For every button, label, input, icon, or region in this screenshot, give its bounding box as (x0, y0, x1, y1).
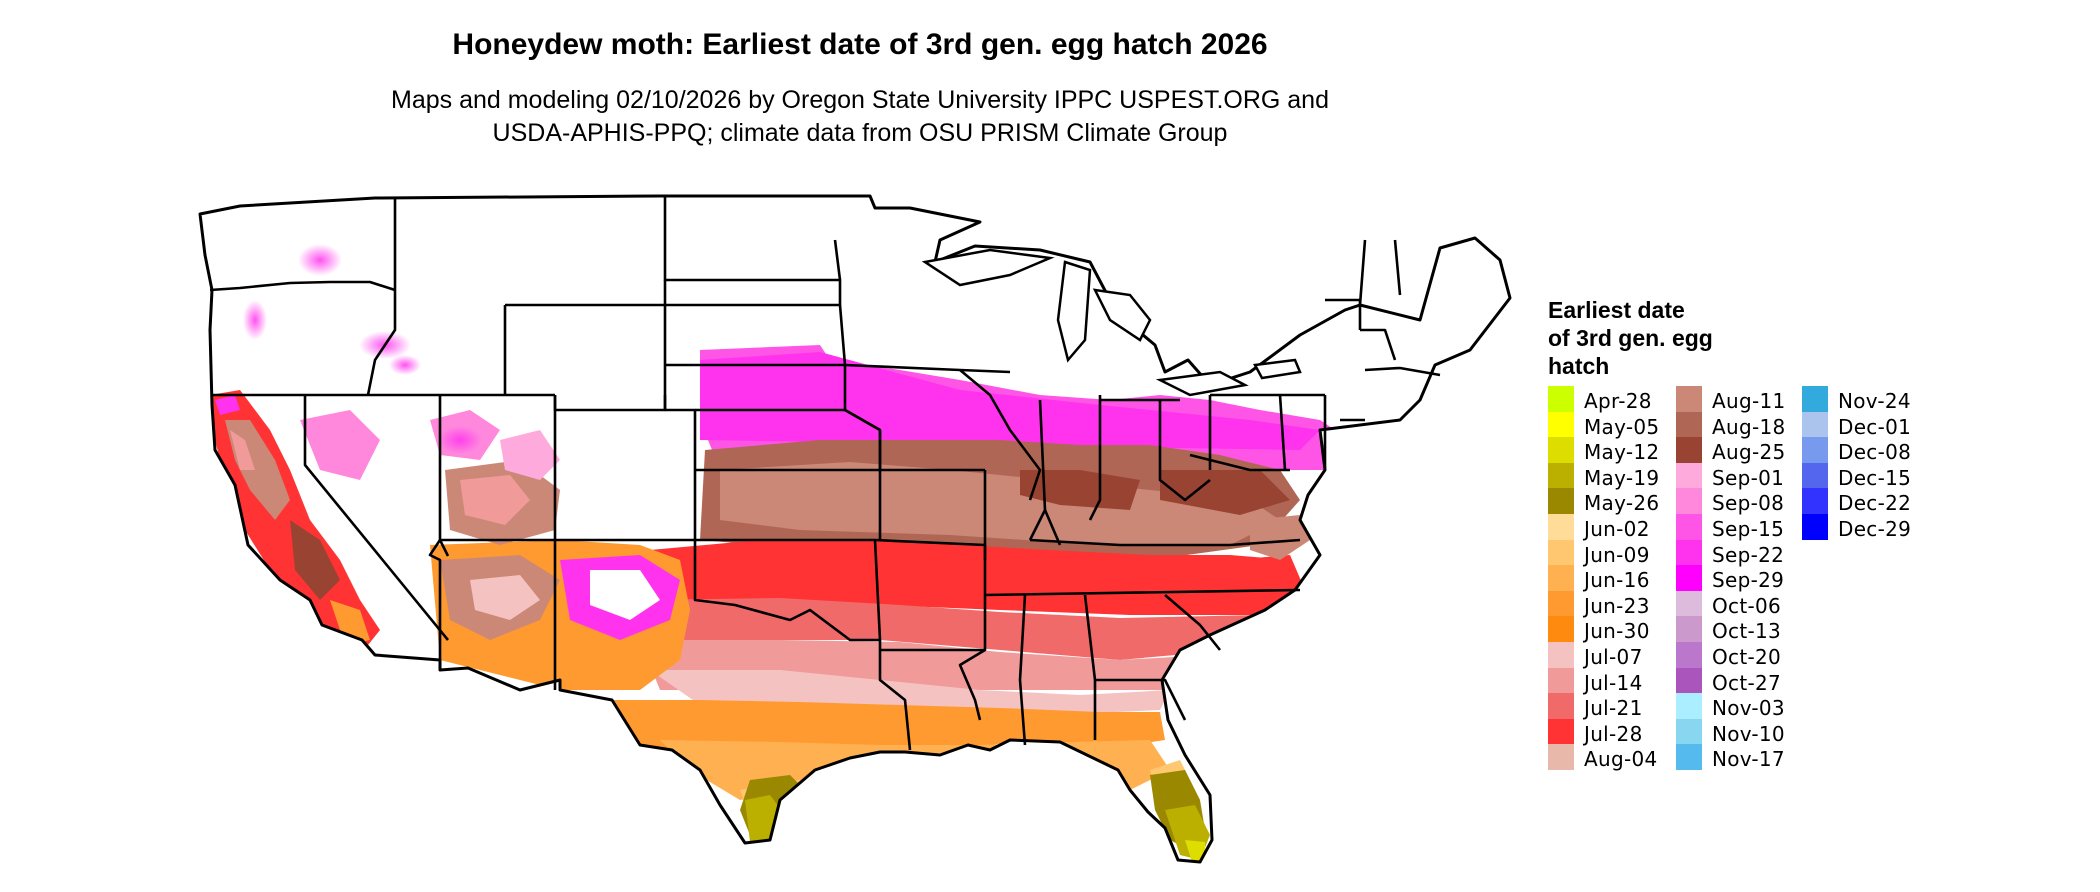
legend-swatch (1676, 693, 1702, 719)
legend-swatch (1676, 718, 1702, 745)
legend-label: Nov-10 (1712, 721, 1785, 746)
legend-swatch (1802, 488, 1828, 514)
legend-label: Dec-08 (1838, 440, 1912, 465)
legend-label: Sep-15 (1712, 516, 1785, 541)
legend-swatch (1676, 641, 1702, 668)
legend-label: Jul-28 (1584, 721, 1643, 746)
legend-label: May-05 (1584, 414, 1660, 439)
state-boundaries (209, 196, 1441, 751)
legend-swatch (1548, 641, 1574, 668)
legend-label: Sep-01 (1712, 465, 1785, 490)
legend-label: Dec-22 (1838, 491, 1912, 516)
legend-swatch (1676, 744, 1702, 770)
legend-label: Jul-14 (1584, 670, 1643, 695)
legend-title: Earliest date of 3rd gen. egg hatch (1548, 296, 1713, 380)
legend-swatch (1676, 411, 1702, 438)
legend-swatch (1548, 539, 1574, 566)
map-subtitle: Maps and modeling 02/10/2026 by Oregon S… (0, 84, 1720, 150)
legend-swatch (1676, 488, 1702, 514)
great-lakes (921, 248, 1302, 397)
legend-label: Aug-11 (1712, 389, 1786, 413)
legend-label: Dec-01 (1838, 414, 1912, 439)
legend-swatch (1548, 488, 1574, 514)
legend-label: Sep-22 (1712, 542, 1785, 567)
legend-swatch (1548, 590, 1574, 617)
legend-label: Apr-28 (1584, 389, 1652, 413)
legend-swatch (1548, 411, 1574, 438)
legend-label: Aug-04 (1584, 747, 1658, 772)
legend-label: Jun-02 (1584, 516, 1650, 541)
legend-label: Oct-27 (1712, 670, 1782, 695)
legend-label: Aug-18 (1712, 414, 1786, 439)
legend-label: Nov-17 (1712, 747, 1785, 772)
legend-label: Nov-24 (1838, 389, 1911, 413)
legend-swatch (1548, 616, 1574, 642)
legend-swatch (1676, 590, 1702, 617)
legend-swatch (1802, 411, 1828, 438)
legend-label: Oct-13 (1712, 619, 1782, 644)
legend-swatch (1676, 565, 1702, 591)
legend-label: Jun-09 (1584, 542, 1650, 567)
legend-title-line-2: of 3rd gen. egg (1548, 325, 1713, 351)
hatch-date-zones (200, 196, 1510, 862)
legend-label: Jul-07 (1584, 644, 1643, 669)
legend-title-line-3: hatch (1548, 353, 1610, 379)
legend-swatch (1548, 386, 1574, 412)
legend-swatch (1802, 513, 1828, 540)
legend-label: Oct-20 (1712, 644, 1782, 669)
legend-label: May-12 (1584, 440, 1660, 465)
legend-label: Sep-29 (1712, 568, 1785, 593)
legend-swatch (1548, 565, 1574, 591)
legend-swatch (1676, 513, 1702, 540)
legend-swatch (1548, 462, 1574, 489)
legend-label: Jun-23 (1584, 593, 1650, 618)
subtitle-line-1: Maps and modeling 02/10/2026 by Oregon S… (391, 86, 1329, 114)
legend-label: Sep-08 (1712, 491, 1785, 516)
legend-label: Nov-03 (1712, 696, 1785, 721)
legend-label: May-19 (1584, 465, 1660, 490)
subtitle-line-2: USDA-APHIS-PPQ; climate data from OSU PR… (492, 119, 1228, 147)
legend-label: Jun-30 (1584, 619, 1650, 644)
legend-swatch (1802, 386, 1828, 412)
legend-label: Oct-06 (1712, 593, 1782, 618)
legend-swatch (1676, 437, 1702, 463)
legend-label: Aug-25 (1712, 440, 1786, 465)
legend-swatch (1676, 462, 1702, 489)
legend-swatch (1548, 744, 1574, 770)
legend-swatch (1676, 386, 1702, 412)
legend-label: May-26 (1584, 491, 1660, 516)
map-title: Honeydew moth: Earliest date of 3rd gen.… (452, 28, 1268, 61)
legend-swatch (1676, 667, 1702, 694)
legend-swatch (1548, 437, 1574, 463)
legend-label: Jun-16 (1584, 568, 1650, 593)
legend-swatch (1802, 437, 1828, 463)
legend-swatch (1548, 718, 1574, 745)
legend-label: Dec-15 (1838, 465, 1912, 490)
legend-label: Dec-29 (1838, 516, 1912, 541)
legend-swatch (1548, 513, 1574, 540)
legend-swatch (1802, 462, 1828, 489)
legend-swatch (1548, 667, 1574, 694)
legend-swatch (1676, 616, 1702, 642)
legend-swatch (1676, 539, 1702, 566)
legend-swatch (1548, 693, 1574, 719)
legend-title-line-1: Earliest date (1548, 297, 1685, 323)
legend-label: Jul-21 (1584, 696, 1643, 721)
